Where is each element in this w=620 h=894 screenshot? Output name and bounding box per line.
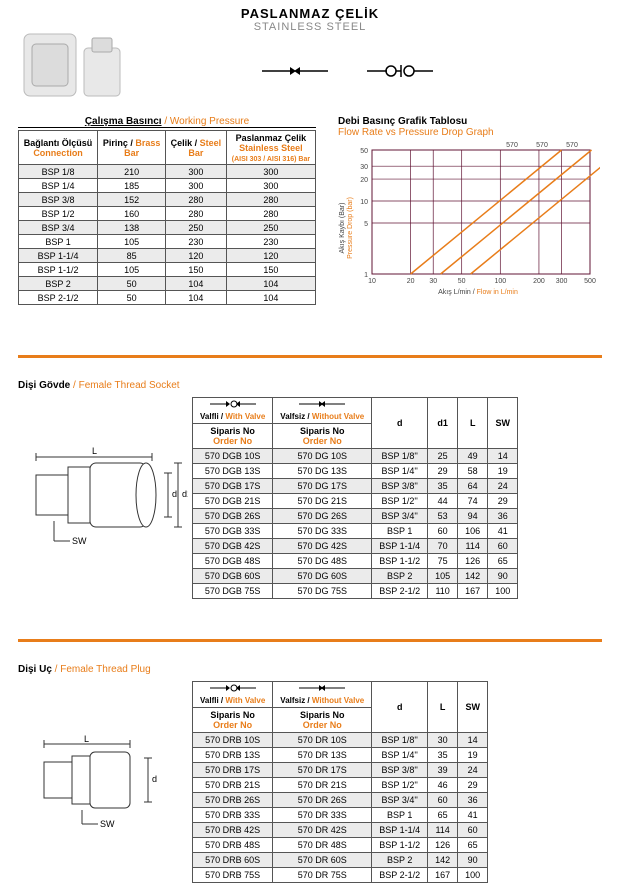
svg-text:570: 570	[536, 142, 548, 149]
plug-label: Dişi Uç / Female Thread Plug	[18, 664, 620, 675]
table-row: 570 DRB 48S570 DR 48SBSP 1-1/212665	[193, 838, 488, 853]
head-SW: SW	[488, 398, 518, 449]
table-row: BSP 1-1/485120120	[19, 249, 316, 263]
table-row: BSP 1/2160280280	[19, 207, 316, 221]
svg-text:1: 1	[364, 272, 368, 279]
table-row: 570 DGB 13S570 DG 13SBSP 1/4''295819	[193, 464, 518, 479]
head-d1: d1	[428, 398, 458, 449]
table-row: BSP 3/4138250250	[19, 221, 316, 235]
table-row: 570 DRB 42S570 DR 42SBSP 1-1/411460	[193, 823, 488, 838]
svg-text:10: 10	[360, 199, 368, 206]
socket-table: Valfli / With Valve Valfsiz / Without Va…	[192, 397, 518, 599]
pressure-table-wrap: Çalışma Basıncı / Working Pressure Bağla…	[18, 116, 316, 305]
table-row: 570 DGB 17S570 DG 17SBSP 3/8''356424	[193, 479, 518, 494]
svg-text:d1: d1	[182, 489, 188, 499]
svg-text:L: L	[92, 446, 97, 456]
table-row: 570 DGB 42S570 DG 42SBSP 1-1/47011460	[193, 539, 518, 554]
divider	[18, 355, 602, 358]
table-row: BSP 1/4185300300	[19, 179, 316, 193]
material-tr: PASLANMAZ ÇELİK	[0, 6, 620, 21]
svg-text:L: L	[84, 734, 89, 744]
table-row: 570 DGB 48S570 DG 48SBSP 1-1/27512665	[193, 554, 518, 569]
table-row: BSP 1-1/2105150150	[19, 263, 316, 277]
svg-text:200: 200	[533, 278, 545, 285]
head-d: d	[372, 398, 428, 449]
table-row: 570 DGB 60S570 DG 60SBSP 210514290	[193, 569, 518, 584]
head-valve: Valfli / With Valve	[193, 398, 273, 424]
table-row: 570 DRB 60S570 DR 60SBSP 214290	[193, 853, 488, 868]
table-row: BSP 2-1/250104104	[19, 291, 316, 305]
svg-text:50: 50	[458, 278, 466, 285]
table-row: 570 DRB 75S570 DR 75SBSP 2-1/2167100	[193, 868, 488, 883]
svg-text:SW: SW	[100, 819, 115, 829]
divider	[18, 639, 602, 642]
socket-label: Dişi Gövde / Female Thread Socket	[18, 380, 620, 391]
svg-text:100: 100	[494, 278, 506, 285]
flow-chart: 10 20 30 50 100 200 300 500 1 5 10 20 30 50 570 570 57…	[338, 138, 600, 300]
table-row: 570 DGB 21S570 DG 21SBSP 1/2''447429	[193, 494, 518, 509]
table-row: 570 DGB 10S570 DG 10SBSP 1/8''254914	[193, 449, 518, 464]
svg-text:50: 50	[360, 148, 368, 155]
product-image	[22, 26, 132, 107]
svg-text:570: 570	[566, 142, 578, 149]
svg-text:500: 500	[584, 278, 596, 285]
table-row: BSP 1/8210300300	[19, 165, 316, 179]
chart-area: Debi Basınç Grafik Tablosu Flow Rate vs …	[338, 116, 600, 305]
svg-text:300: 300	[556, 278, 568, 285]
table-row: 570 DGB 26S570 DG 26SBSP 3/4''539436	[193, 509, 518, 524]
col-ss: Paslanmaz ÇelikStainless Steel(AISI 303 …	[226, 131, 315, 165]
svg-text:20: 20	[360, 177, 368, 184]
table-row: 570 DGB 75S570 DG 75SBSP 2-1/2110167100	[193, 584, 518, 599]
svg-text:d: d	[152, 774, 157, 784]
svg-text:Akış Kaybı (Bar): Akış Kaybı (Bar)	[339, 203, 346, 254]
svg-text:20: 20	[407, 278, 415, 285]
chart-title: Debi Basınç Grafik Tablosu Flow Rate vs …	[338, 116, 600, 138]
col-steel: Çelik / SteelBar	[166, 131, 227, 165]
table-row: 570 DRB 17S570 DR 17SBSP 3/8''3924	[193, 763, 488, 778]
table-row: 570 DRB 26S570 DR 26SBSP 3/4''6036	[193, 793, 488, 808]
plug-table: Valfli / With Valve Valfsiz / Without Va…	[192, 681, 488, 883]
flow-symbols	[260, 61, 467, 84]
svg-text:30: 30	[360, 164, 368, 171]
table-row: BSP 1105230230	[19, 235, 316, 249]
svg-text:570: 570	[506, 142, 518, 149]
svg-text:30: 30	[429, 278, 437, 285]
table-row: 570 DGB 33S570 DG 33SBSP 16010641	[193, 524, 518, 539]
svg-text:Pressure Drop (bar): Pressure Drop (bar)	[347, 197, 354, 259]
col-connection: Bağlantı ÖlçüsüConnection	[19, 131, 98, 165]
head-novalve: Valfsiz / Without Valve	[273, 398, 372, 424]
svg-text:SW: SW	[72, 536, 87, 546]
pressure-table: Bağlantı ÖlçüsüConnection Pirinç / Brass…	[18, 130, 316, 305]
table-row: 570 DRB 33S570 DR 33SBSP 16541	[193, 808, 488, 823]
pressure-caption: Çalışma Basıncı / Working Pressure	[18, 116, 316, 128]
table-row: 570 DRB 21S570 DR 21SBSP 1/2''4629	[193, 778, 488, 793]
table-row: BSP 3/8152280280	[19, 193, 316, 207]
table-row: BSP 250104104	[19, 277, 316, 291]
svg-text:5: 5	[364, 221, 368, 228]
svg-text:d: d	[172, 489, 177, 499]
svg-text:10: 10	[368, 278, 376, 285]
socket-diagram: L d d1 SW	[18, 397, 192, 599]
table-row: 570 DRB 10S570 DR 10SBSP 1/8''3014	[193, 733, 488, 748]
table-row: 570 DRB 13S570 DR 13SBSP 1/4''3519	[193, 748, 488, 763]
plug-diagram: L d SW	[18, 681, 192, 883]
valve-symbol-icon	[365, 61, 435, 84]
arrow-symbol-icon	[260, 61, 330, 84]
col-brass: Pirinç / BrassBar	[98, 131, 166, 165]
head-L: L	[458, 398, 488, 449]
svg-text:Akış L/min / Flow in L/min: Akış L/min / Flow in L/min	[438, 289, 518, 296]
